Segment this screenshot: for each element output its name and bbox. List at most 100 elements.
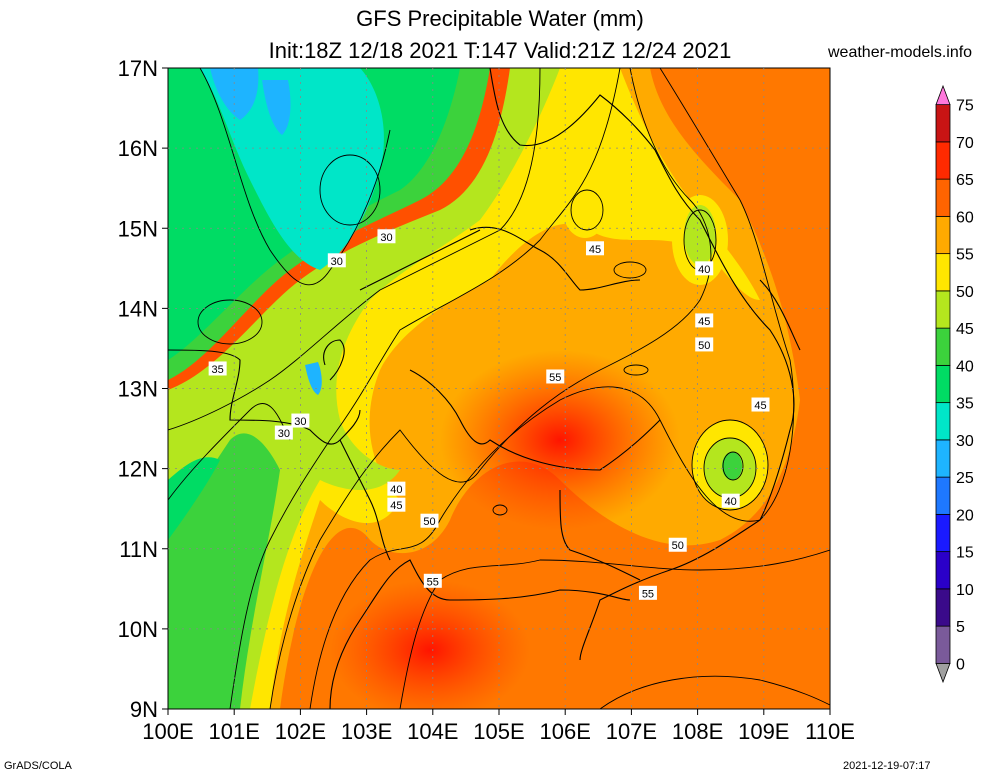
lon-tick-label: 108E <box>672 719 723 744</box>
lon-tick-label: 101E <box>209 719 260 744</box>
contour-label-bg <box>695 337 714 352</box>
site-credit[interactable]: weather-models.info <box>828 44 973 61</box>
contour-label: 50 <box>698 340 710 352</box>
colorbar-max-arrow <box>935 84 951 106</box>
colorbar-label: 60 <box>956 209 974 226</box>
lon-tick-label: 106E <box>540 719 591 744</box>
colorbar-label: 40 <box>956 358 974 375</box>
contour-label-bg <box>327 253 346 268</box>
colorbar-label: 35 <box>956 396 974 413</box>
contour-label-bg <box>668 537 687 552</box>
contour-label-bg <box>291 413 310 428</box>
contour-label: 50 <box>672 540 684 552</box>
colorbar-label: 65 <box>956 172 974 189</box>
contour-labels: 30 30 35 30 30 45 40 45 50 55 45 40 45 50 40 50 55 55 <box>208 229 770 600</box>
colorbar-segment <box>935 104 951 143</box>
lat-tick-label: 9N <box>130 697 158 722</box>
colorbar-segment <box>935 476 951 515</box>
lat-tick-label: 17N <box>118 56 158 81</box>
colorbar-segment <box>935 141 951 180</box>
contour-label: 45 <box>589 244 601 256</box>
colorbar-segment <box>935 625 951 664</box>
colorbar-segment <box>935 290 951 329</box>
lon-tick-label: 110E <box>805 719 855 744</box>
contour-label-bg <box>377 229 396 244</box>
contour-label: 40 <box>390 484 402 496</box>
contour-label: 55 <box>642 588 654 600</box>
colorbar-segment <box>935 402 951 441</box>
colorbar-label: 75 <box>956 98 974 115</box>
colorbar-label: 70 <box>956 135 974 152</box>
colorbar-segment <box>935 215 951 255</box>
lon-tick-label: 104E <box>407 719 458 744</box>
contour-label-bg <box>695 313 714 328</box>
lat-tick-label: 13N <box>118 377 158 402</box>
colorbar-label: 10 <box>956 582 974 599</box>
colorbar-label: 45 <box>956 321 974 338</box>
gridlines <box>168 68 830 709</box>
lon-axis: 100E 101E 102E 103E 104E 105E 106E 107E 108E 109E… <box>142 709 855 744</box>
lat-tick-label: 14N <box>118 296 158 321</box>
colorbar-label: 55 <box>956 247 974 264</box>
lon-tick-label: 103E <box>341 719 392 744</box>
contour-label: 35 <box>212 364 224 376</box>
colorbar-segment <box>935 253 951 292</box>
colorbar-segment <box>935 439 951 478</box>
contour-label: 30 <box>380 232 392 244</box>
contour-label: 30 <box>278 428 290 440</box>
colorbar-label: 5 <box>956 619 965 636</box>
contour-label-bg <box>423 573 442 588</box>
colorbar-label: 15 <box>956 545 974 562</box>
coastlines-borders <box>168 68 801 709</box>
contour-label-bg <box>695 261 714 276</box>
lat-tick-label: 10N <box>118 617 158 642</box>
colorbar-label: 50 <box>956 284 974 301</box>
contour-label: 40 <box>698 264 710 276</box>
contour-label: 50 <box>423 516 435 528</box>
contour-label: 55 <box>427 576 439 588</box>
contour-label: 45 <box>698 316 710 328</box>
contour-label-bg <box>721 493 740 508</box>
colorbar-segment <box>935 513 951 553</box>
colorbar: 0 5 10 15 20 25 30 35 40 45 50 55 60 65 70 75 <box>935 84 974 684</box>
colorbar-segment <box>935 178 951 217</box>
footer-timestamp: 2021-12-19-07:17 <box>843 760 931 772</box>
contour-label: 55 <box>549 372 561 384</box>
contour-label-bg <box>751 397 770 412</box>
footer-credit: GrADS/COLA <box>4 760 72 772</box>
contour-label-bg <box>638 585 657 600</box>
contour-label: 45 <box>390 500 402 512</box>
lon-tick-label: 100E <box>142 719 193 744</box>
map-title: GFS Precipitable Water (mm) <box>356 6 644 31</box>
contour-label-bg <box>274 425 293 440</box>
colorbar-segment <box>935 588 951 627</box>
contour-label-bg <box>387 481 406 496</box>
contour-label-bg <box>546 369 565 384</box>
contour-label-bg <box>420 513 439 528</box>
lon-tick-label: 105E <box>473 719 524 744</box>
contour-label-bg <box>208 361 227 376</box>
colorbar-segment <box>935 327 951 366</box>
colorbar-label: 30 <box>956 433 974 450</box>
lat-tick-label: 12N <box>118 457 158 482</box>
lat-tick-label: 15N <box>118 216 158 241</box>
lat-axis: 9N 10N 11N 12N 13N 14N 15N 16N 17N <box>118 56 168 722</box>
lat-tick-label: 11N <box>119 537 158 562</box>
contour-label: 30 <box>331 256 343 268</box>
lon-tick-label: 102E <box>275 719 326 744</box>
contour-label: 30 <box>294 416 306 428</box>
lon-tick-label: 107E <box>606 719 657 744</box>
colorbar-min-arrow <box>935 662 951 684</box>
lon-tick-label: 109E <box>738 719 789 744</box>
colorbar-label: 25 <box>956 470 974 487</box>
lat-tick-label: 16N <box>118 136 158 161</box>
contour-lines <box>168 68 830 709</box>
colorbar-segment <box>935 551 951 590</box>
colorbar-label: 20 <box>956 507 974 524</box>
colorbar-label: 0 <box>956 656 965 673</box>
map-subtitle: Init:18Z 12/18 2021 T:147 Valid:21Z 12/2… <box>268 38 732 63</box>
contour-label-bg <box>387 497 406 512</box>
contour-label: 40 <box>725 496 737 508</box>
contour-label-bg <box>585 241 604 256</box>
